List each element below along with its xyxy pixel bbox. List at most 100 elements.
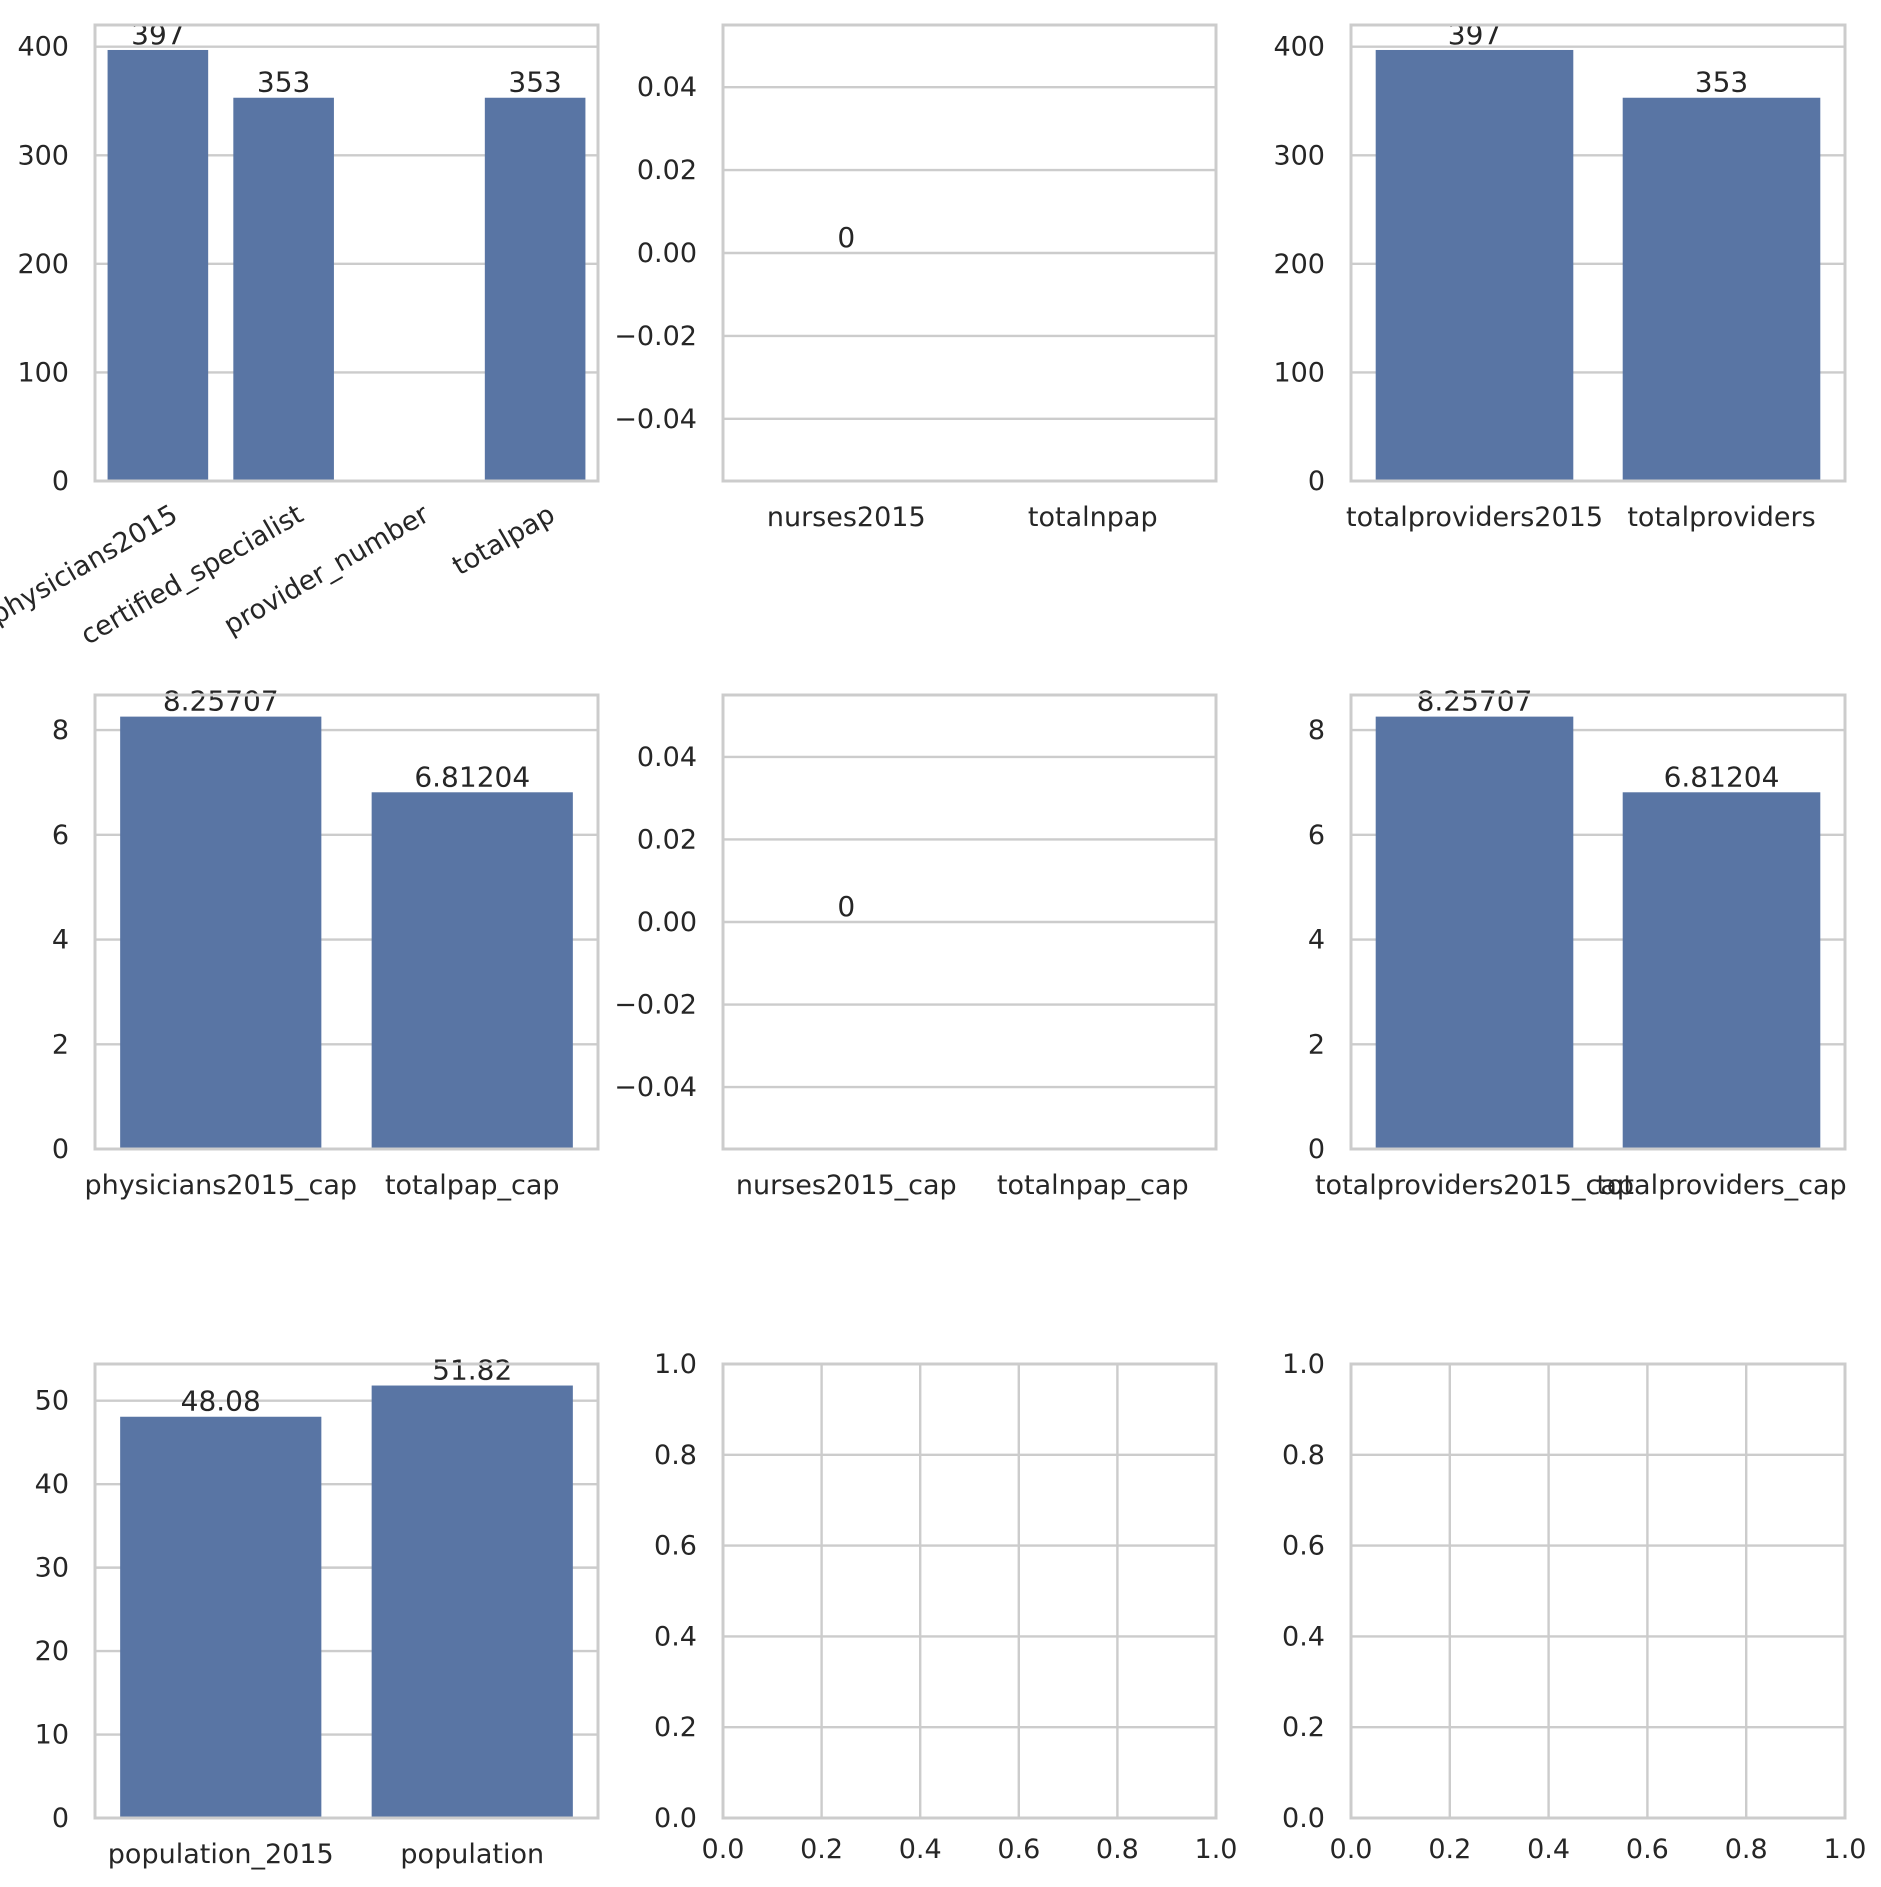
x-tick-label: totalnpap_cap <box>997 1170 1189 1201</box>
x-tick-label: physicians2015_cap <box>84 1170 357 1201</box>
x-tick-label: 0.4 <box>899 1834 942 1865</box>
subplot-4: 8.25707 physicians2015_cap 6.81204 totalpap… <box>52 685 600 1201</box>
y-tick-label: 0.6 <box>1282 1531 1325 1562</box>
y-tick-label: 100 <box>17 357 69 388</box>
y-tick-label: 30 <box>35 1553 69 1584</box>
axes-frame <box>721 23 1218 483</box>
y-tick-label: 8 <box>1308 715 1325 746</box>
x-tick-label: certified_specialist <box>76 499 309 651</box>
subplot-5: 0 nurses2015_cap totalnpap_cap −0.04 −0.02 0.… <box>614 693 1218 1201</box>
axes-frame <box>1349 1362 1847 1820</box>
bar-value-label: 353 <box>257 66 310 99</box>
y-tick-label: 4 <box>52 925 69 956</box>
y-tick-label: −0.02 <box>614 321 697 352</box>
x-tick-label: 0.4 <box>1527 1834 1570 1865</box>
x-tick-label: 0.6 <box>997 1834 1040 1865</box>
bar-physicians2015_cap <box>120 716 322 1149</box>
y-tick-label: −0.02 <box>614 990 697 1021</box>
y-tick-label: 2 <box>1308 1029 1325 1060</box>
y-tick-label: 2 <box>52 1029 69 1060</box>
y-tick-label: 0.02 <box>637 824 697 855</box>
subplot-1: 397physicians2015353certified_specialist… <box>0 18 600 651</box>
x-tick-label: totalproviders2015 <box>1346 502 1603 533</box>
y-tick-label: 0.6 <box>654 1531 697 1562</box>
x-tick-label: population <box>400 1839 544 1870</box>
y-tick-label: 10 <box>35 1720 69 1751</box>
x-tick-label: 0.0 <box>702 1834 745 1865</box>
bar-value-label: 8.25707 <box>163 685 279 718</box>
y-tick-label: 20 <box>35 1636 69 1667</box>
y-tick-label: 0.2 <box>654 1712 697 1743</box>
y-tick-label: 50 <box>35 1386 69 1417</box>
bar-totalpap <box>484 97 586 481</box>
y-tick-label: 0.4 <box>1282 1621 1325 1652</box>
axes-frame <box>93 1362 600 1820</box>
axes-frame <box>93 23 600 483</box>
y-tick-label: 400 <box>1273 32 1325 63</box>
subplot-6: 8.25707 totalproviders2015_cap 6.81204 tota… <box>1308 685 1847 1201</box>
bar-value-label: 6.81204 <box>1664 760 1780 793</box>
bar-totalproviders_cap <box>1622 792 1821 1149</box>
y-tick-label: 0.00 <box>637 238 697 269</box>
y-tick-label: 100 <box>1273 357 1325 388</box>
bar-population <box>371 1385 573 1818</box>
y-tick-label: 0 <box>52 1803 69 1834</box>
y-tick-label: 0.04 <box>637 72 697 103</box>
bar-value-label: 353 <box>1695 66 1748 99</box>
y-tick-label: 0.04 <box>637 742 697 773</box>
bar-value-label: 353 <box>508 66 561 99</box>
y-tick-label: 1.0 <box>654 1349 697 1380</box>
x-tick-label: 1.0 <box>1824 1834 1867 1865</box>
y-tick-label: 0.02 <box>637 155 697 186</box>
y-tick-label: 0.8 <box>1282 1440 1325 1471</box>
bar-population_2015 <box>120 1416 322 1818</box>
x-tick-label: provider_number <box>219 498 436 641</box>
bar-value-label: 8.25707 <box>1417 685 1533 718</box>
x-tick-label: population_2015 <box>108 1839 334 1870</box>
y-tick-label: 4 <box>1308 925 1325 956</box>
x-tick-label: 0.8 <box>1096 1834 1139 1865</box>
subplot-3: 397 totalproviders2015 353 totalproviders 0 1… <box>1273 18 1847 533</box>
x-tick-label: nurses2015_cap <box>736 1170 957 1201</box>
y-tick-label: 200 <box>17 249 69 280</box>
x-tick-label: 0.0 <box>1330 1834 1373 1865</box>
bar-totalpap_cap <box>371 792 573 1149</box>
bar-certified_specialist <box>233 97 334 481</box>
y-tick-label: 1.0 <box>1282 1349 1325 1380</box>
x-tick-label: 1.0 <box>1195 1834 1238 1865</box>
x-tick-label: 0.6 <box>1626 1834 1669 1865</box>
y-tick-label: −0.04 <box>614 1072 697 1103</box>
bar-totalproviders <box>1622 97 1821 481</box>
y-tick-label: 0.4 <box>654 1621 697 1652</box>
y-tick-label: 8 <box>52 715 69 746</box>
axes-frame <box>1349 23 1847 483</box>
x-tick-label: 0.2 <box>1428 1834 1471 1865</box>
x-tick-label: totalproviders2015_cap <box>1315 1170 1634 1201</box>
subplot-9: 0.0 0.2 0.4 0.6 0.8 1.0 0.0 0.2 0.4 0.6 0.8 1.0 <box>1282 1349 1866 1865</box>
y-tick-label: 0 <box>52 466 69 497</box>
axes-frame <box>1349 693 1847 1151</box>
y-tick-label: 0.0 <box>654 1803 697 1834</box>
bar-physicians2015 <box>107 49 209 481</box>
x-tick-label: nurses2015 <box>767 502 926 533</box>
bar-totalproviders2015_cap <box>1375 716 1574 1149</box>
y-tick-label: 0.2 <box>1282 1712 1325 1743</box>
y-tick-label: 300 <box>17 140 69 171</box>
x-tick-label: totalproviders <box>1627 502 1815 533</box>
axes-frame <box>93 693 600 1151</box>
subplot-7: 48.08 population_2015 51.82 population 0 10 20… <box>35 1354 600 1870</box>
x-tick-label: totalpap <box>447 499 560 582</box>
x-tick-label: totalnpap <box>1028 502 1158 533</box>
y-tick-label: 400 <box>17 32 69 63</box>
bar-value-label: 48.08 <box>181 1385 261 1418</box>
y-tick-label: 300 <box>1273 140 1325 171</box>
subplot-2: 0 nurses2015 totalnpap −0.04 −0.02 0.00 0.02 0.… <box>614 23 1218 533</box>
subplot-8: 0.0 0.2 0.4 0.6 0.8 1.0 0.0 0.2 0.4 0.6 0.8 1.0 <box>654 1349 1237 1865</box>
bar-value-label: 6.81204 <box>414 760 530 793</box>
bar-value-label: 0 <box>837 221 855 254</box>
bar-value-label: 0 <box>837 890 855 923</box>
y-tick-label: 6 <box>52 820 69 851</box>
y-tick-label: 200 <box>1273 249 1325 280</box>
y-tick-label: 0 <box>1308 466 1325 497</box>
